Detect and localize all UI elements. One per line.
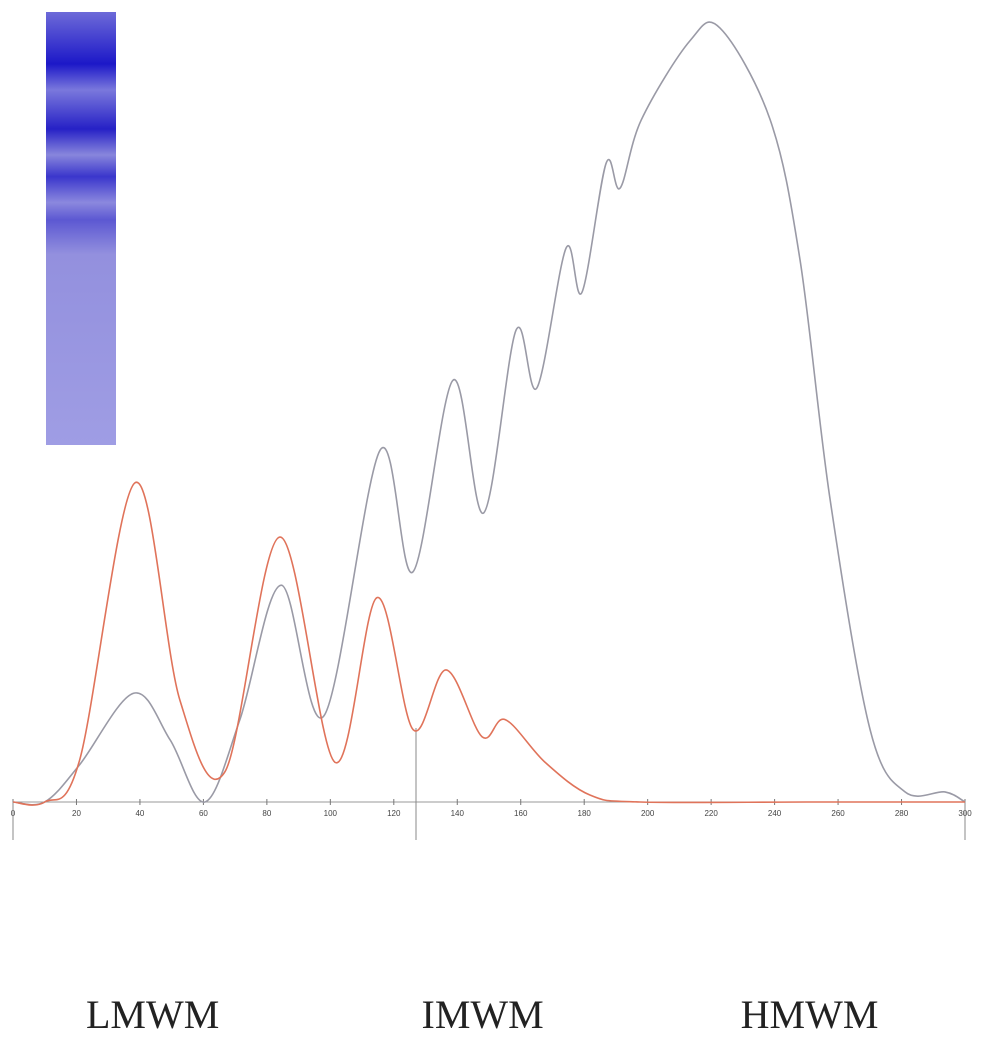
- profile-line: [12, 21, 966, 806]
- region-label: HMWM: [741, 992, 879, 1037]
- x-tick-label: 140: [451, 809, 465, 818]
- x-tick-label: 20: [72, 809, 81, 818]
- x-tick-label: 80: [262, 809, 271, 818]
- x-tick-label: 280: [895, 809, 909, 818]
- x-tick-label: 40: [135, 809, 144, 818]
- region-label: IMWM: [422, 992, 544, 1037]
- gel-image: [46, 12, 116, 445]
- x-tick-label: 260: [831, 809, 845, 818]
- x-tick-label: 160: [514, 809, 528, 818]
- x-tick-label: 60: [199, 809, 208, 818]
- profile-line: [12, 481, 965, 806]
- region-label: LMWM: [86, 992, 219, 1037]
- x-tick-label: 120: [387, 809, 401, 818]
- x-tick-label: 240: [768, 809, 782, 818]
- x-tick-label: 180: [578, 809, 592, 818]
- x-tick-label: 220: [704, 809, 718, 818]
- x-tick-label: 200: [641, 809, 655, 818]
- x-tick-label: 100: [324, 809, 338, 818]
